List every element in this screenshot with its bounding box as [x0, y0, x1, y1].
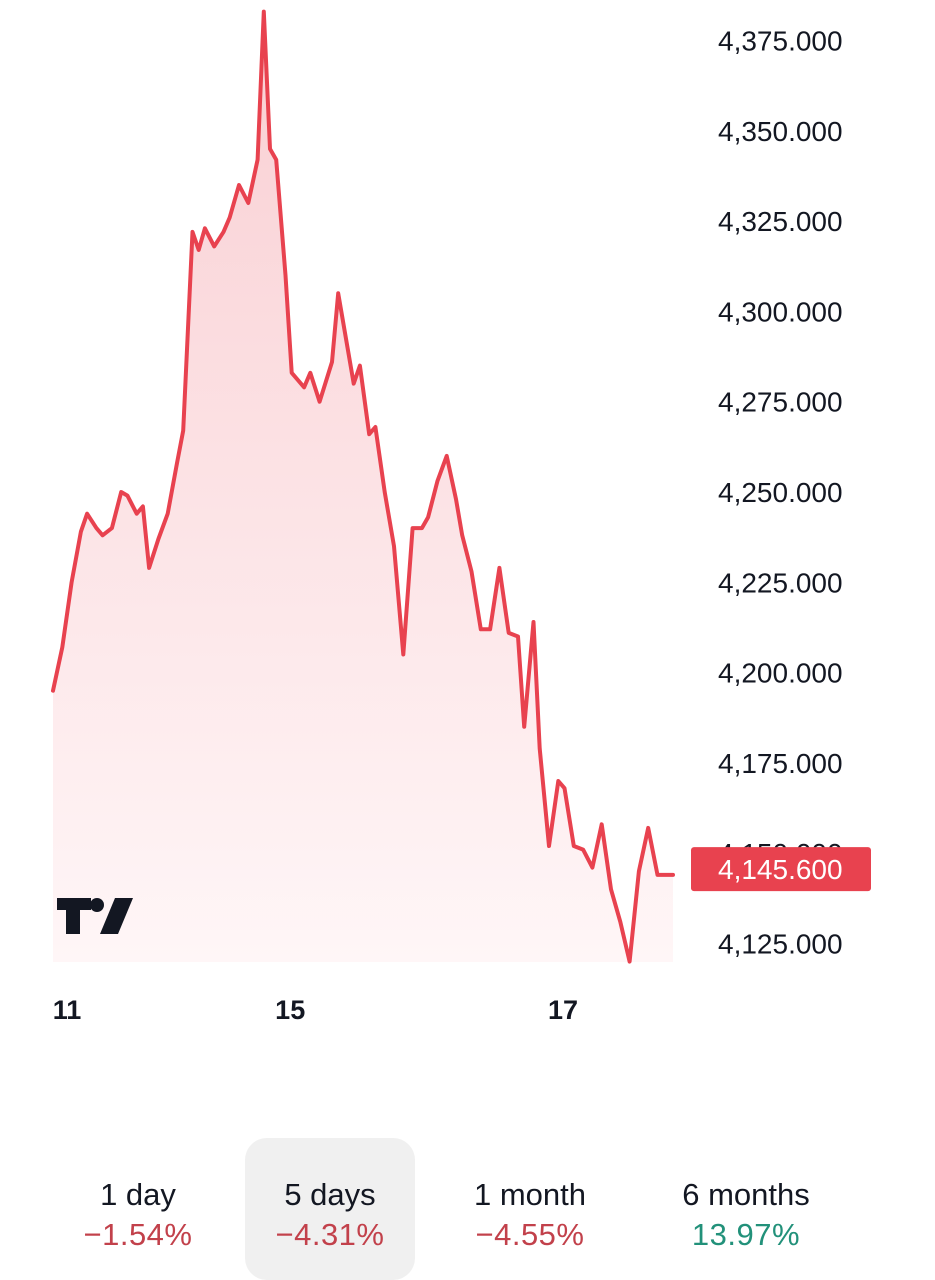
price-chart[interactable]: 4,375.000 4,350.000 4,325.000 4,300.000 4,27…: [0, 0, 935, 1040]
period-label: 6 months: [682, 1177, 810, 1212]
period-change: −1.54%: [83, 1217, 193, 1252]
x-tick-label: 15: [275, 995, 305, 1025]
period-6-months[interactable]: 6 months 13.97%: [661, 1138, 831, 1280]
period-1-day[interactable]: 1 day −1.54%: [53, 1138, 223, 1280]
y-tick-label: 4,300.000: [718, 296, 843, 327]
last-price-badge: [691, 847, 871, 892]
x-tick-label: 11: [53, 995, 82, 1025]
period-1-month[interactable]: 1 month −4.55%: [445, 1138, 615, 1280]
period-label: 1 day: [100, 1177, 176, 1212]
y-axis: 4,375.000 4,350.000 4,325.000 4,300.000 4,27…: [718, 26, 843, 960]
period-change: −4.31%: [275, 1217, 385, 1252]
last-price-text: 4,145.600: [718, 854, 843, 885]
y-tick-label: 4,200.000: [718, 658, 843, 689]
y-tick-label: 4,275.000: [718, 387, 843, 418]
y-tick-label: 4,375.000: [718, 26, 843, 57]
last-price-label: 4,145.600: [691, 847, 871, 892]
y-tick-label: 4,225.000: [718, 567, 843, 598]
y-tick-label: 4,325.000: [718, 206, 843, 237]
y-tick-label: 4,350.000: [718, 116, 843, 147]
period-label: 5 days: [284, 1177, 376, 1212]
x-axis: 11 15 17: [53, 995, 578, 1025]
period-label: 1 month: [473, 1177, 586, 1212]
area-fill: [53, 11, 673, 963]
y-tick-label: 4,125.000: [718, 929, 843, 960]
y-tick-label: 4,175.000: [718, 748, 843, 779]
tradingview-logo: [57, 898, 133, 934]
x-tick-label: 17: [548, 995, 578, 1025]
period-5-days[interactable]: 5 days −4.31%: [245, 1138, 415, 1280]
period-change: 13.97%: [691, 1217, 801, 1252]
price-line: [51, 9, 675, 964]
y-tick-label: 4,250.000: [718, 477, 843, 508]
plot-area: [51, 9, 675, 964]
period-change: −4.55%: [475, 1217, 585, 1252]
period-selector: 1 day −1.54% 5 days −4.31% 1 month −4.55…: [0, 1138, 935, 1280]
